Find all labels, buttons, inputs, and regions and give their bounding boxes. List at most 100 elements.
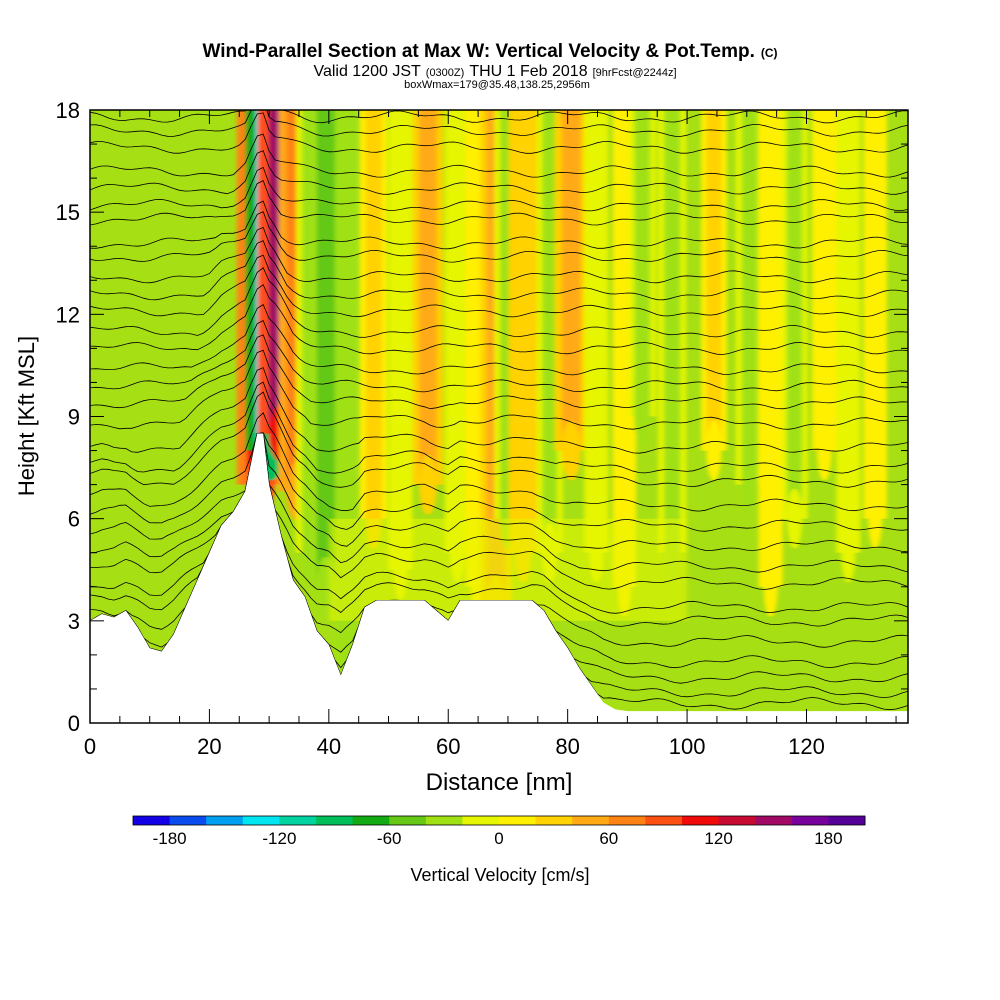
- colorbar-swatch: [462, 816, 500, 825]
- velocity-band: [706, 110, 722, 451]
- colorbar-swatch: [352, 816, 390, 825]
- velocity-band: [617, 110, 632, 587]
- y-axis: 0 3 6 9 12 15 18: [56, 98, 908, 736]
- x-tick-label: 40: [317, 734, 341, 759]
- colorbar-swatch: [608, 816, 646, 825]
- colorbar-swatch: [645, 816, 683, 825]
- velocity-band: [741, 110, 758, 485]
- colorbar-swatch: [499, 816, 537, 825]
- velocity-band: [393, 110, 408, 570]
- x-tick-label: 120: [788, 734, 825, 759]
- colorbar-tick-label: -60: [377, 829, 402, 848]
- chart-subtitle: Valid 1200 JST (0300Z) THU 1 Feb 2018 [9hrF…: [313, 63, 676, 80]
- colorbar-swatch: [316, 816, 354, 825]
- isentrope-line: [90, 432, 908, 532]
- isentrope-line: [90, 304, 908, 376]
- colorbar-tick-label: 0: [494, 829, 503, 848]
- colorbar-tick-label: 180: [814, 829, 842, 848]
- velocity-band-tip: [763, 556, 778, 617]
- y-tick-label: 15: [56, 200, 80, 225]
- isentrope-line: [90, 334, 908, 410]
- colorbar-swatch: [133, 816, 171, 825]
- velocity-band: [561, 110, 581, 451]
- isentrope-line: [90, 349, 908, 430]
- y-tick-label: 18: [56, 98, 80, 123]
- isentrope-line: [90, 200, 908, 250]
- velocity-band-tip: [561, 420, 581, 481]
- y-tick-label: 12: [56, 302, 80, 327]
- colorbar-swatch: [425, 816, 463, 825]
- isentrope-line: [90, 226, 908, 284]
- velocity-band-tip: [741, 454, 758, 515]
- isentrope-line: [90, 240, 908, 301]
- colorbar-swatch: [828, 816, 866, 825]
- plot-area: [90, 110, 908, 723]
- colorbar-frame: [132, 815, 866, 826]
- isentrope-line: [90, 254, 908, 318]
- isentrope-line: [90, 180, 908, 226]
- colorbar-swatch: [279, 816, 317, 825]
- x-tick-label: 60: [436, 734, 460, 759]
- isentrope-lines: [90, 110, 908, 711]
- chart-box-info: boxWmax=179@35.48,138.25,2956m: [404, 79, 590, 91]
- terrain: [90, 433, 908, 723]
- chart-title: Wind-Parallel Section at Max W: Vertical…: [202, 41, 777, 62]
- colorbar-label: Vertical Velocity [cm/s]: [410, 865, 589, 885]
- isentrope-line: [90, 381, 908, 474]
- x-tick-label: 0: [84, 734, 96, 759]
- isentrope-line: [90, 412, 908, 512]
- x-tick-label: 80: [555, 734, 579, 759]
- isentrope-line: [90, 166, 908, 212]
- colorbar-swatch: [755, 816, 793, 825]
- y-axis-label: Height [Kft MSL]: [14, 336, 39, 496]
- velocity-band: [634, 110, 651, 417]
- isentrope-line: [90, 133, 908, 178]
- x-axis-label: Distance [nm]: [426, 769, 573, 796]
- x-axis: 0 20 40 60 80 100 120: [84, 110, 897, 759]
- colorbar-tick-label: -180: [153, 829, 187, 848]
- colorbar-tick-label: 60: [599, 829, 618, 848]
- velocity-band-tip: [841, 522, 856, 583]
- isentrope-line: [90, 110, 908, 137]
- isentrope-line: [90, 110, 908, 124]
- velocity-band-tip: [706, 420, 722, 481]
- velocity-band-tip: [786, 488, 803, 549]
- y-tick-label: 9: [68, 405, 80, 430]
- y-tick-label: 3: [68, 609, 80, 634]
- isentrope-line: [90, 391, 908, 488]
- velocity-band-tip: [817, 420, 832, 481]
- velocity-band: [514, 110, 532, 553]
- colorbar-swatch: [242, 816, 280, 825]
- x-tick-label: 100: [669, 734, 706, 759]
- x-tick-label: 20: [197, 734, 221, 759]
- velocity-band: [841, 110, 856, 553]
- colorbar-swatch: [389, 816, 427, 825]
- velocity-band: [589, 110, 604, 553]
- isentrope-line: [90, 267, 908, 338]
- velocity-band: [663, 110, 681, 553]
- colorbar-swatch: [572, 816, 610, 825]
- velocity-band: [786, 110, 803, 519]
- velocity-band: [419, 110, 437, 485]
- colorbar-swatch: [682, 816, 720, 825]
- velocity-band-tip: [419, 454, 437, 515]
- isentrope-line: [90, 112, 908, 154]
- velocity-band-tip: [868, 488, 883, 549]
- colorbar-swatch: [169, 816, 207, 825]
- isentrope-line: [90, 150, 908, 195]
- velocity-band-tip: [634, 386, 651, 447]
- y-tick-label: 6: [68, 507, 80, 532]
- colorbar: -180 -120 -60 0 60 120 180: [132, 815, 866, 848]
- isentrope-line: [90, 284, 908, 355]
- colorbar-tick-label: -120: [262, 829, 296, 848]
- isentrope-line: [90, 367, 908, 454]
- colorbar-swatch: [206, 816, 244, 825]
- velocity-band: [449, 110, 465, 553]
- colorbar-swatch: [718, 816, 756, 825]
- isentrope-line: [90, 433, 908, 573]
- velocity-band: [316, 110, 335, 587]
- colorbar-swatch: [791, 816, 829, 825]
- isentrope-line: [90, 320, 908, 393]
- colorbar-tick-label: 120: [704, 829, 732, 848]
